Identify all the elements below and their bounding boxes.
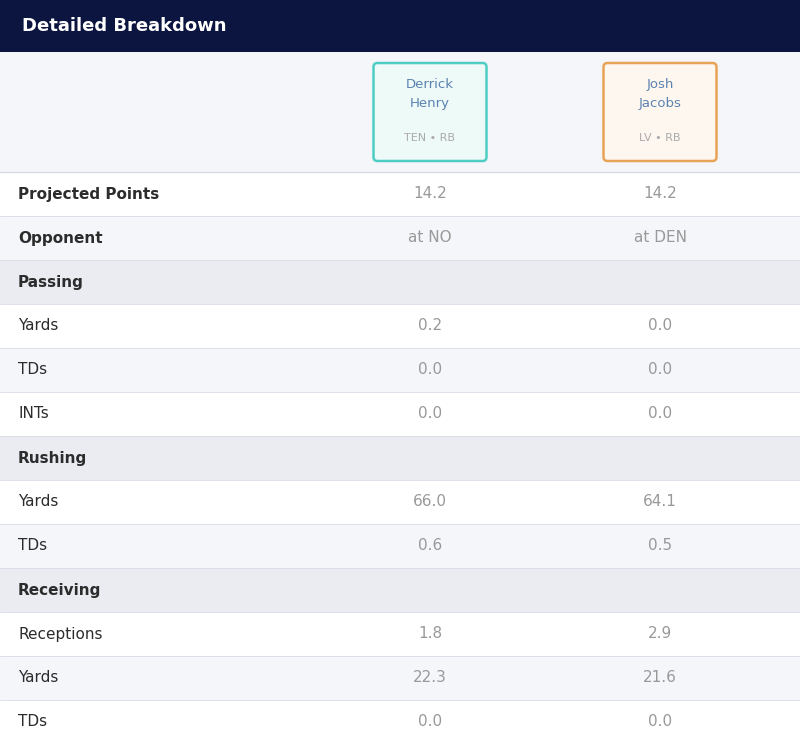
Bar (0, 436, 800, 480)
Bar (0, 392, 800, 436)
Text: at NO: at NO (408, 230, 452, 245)
Text: LV • RB: LV • RB (639, 133, 681, 143)
Bar (0, 304, 800, 348)
Text: 21.6: 21.6 (643, 670, 677, 686)
Bar (0, 568, 800, 612)
Text: Yards: Yards (18, 670, 58, 686)
Text: Receptions: Receptions (18, 626, 102, 641)
Text: Opponent: Opponent (18, 230, 102, 245)
Bar (0, 172, 800, 216)
Text: 1.8: 1.8 (418, 626, 442, 641)
Text: 0.6: 0.6 (418, 539, 442, 554)
Text: at DEN: at DEN (634, 230, 686, 245)
Text: 0.0: 0.0 (648, 319, 672, 334)
Text: 0.0: 0.0 (648, 363, 672, 377)
Bar (0, 52, 800, 172)
Text: 0.0: 0.0 (648, 406, 672, 421)
Text: 2.9: 2.9 (648, 626, 672, 641)
Bar (0, 612, 800, 656)
Text: Receiving: Receiving (18, 583, 102, 597)
Text: 66.0: 66.0 (413, 495, 447, 510)
Bar (0, 0, 800, 52)
Text: 0.5: 0.5 (648, 539, 672, 554)
Text: Detailed Breakdown: Detailed Breakdown (22, 17, 226, 35)
Text: Projected Points: Projected Points (18, 186, 159, 201)
Bar (0, 656, 800, 700)
FancyBboxPatch shape (374, 63, 486, 161)
Bar (0, 348, 800, 392)
Text: 0.0: 0.0 (418, 715, 442, 730)
Text: Yards: Yards (18, 495, 58, 510)
FancyBboxPatch shape (603, 63, 717, 161)
Text: 0.2: 0.2 (418, 319, 442, 334)
Text: 0.0: 0.0 (418, 406, 442, 421)
Text: Derrick
Henry: Derrick Henry (406, 78, 454, 110)
Text: Rushing: Rushing (18, 450, 87, 466)
Bar (0, 216, 800, 260)
Text: 64.1: 64.1 (643, 495, 677, 510)
Bar (0, 524, 800, 568)
Text: TDs: TDs (18, 363, 47, 377)
Text: 14.2: 14.2 (643, 186, 677, 201)
Text: TEN • RB: TEN • RB (405, 133, 455, 143)
Text: 22.3: 22.3 (413, 670, 447, 686)
Text: TDs: TDs (18, 715, 47, 730)
Text: 0.0: 0.0 (648, 715, 672, 730)
Text: Passing: Passing (18, 274, 84, 290)
Text: TDs: TDs (18, 539, 47, 554)
Text: INTs: INTs (18, 406, 49, 421)
Bar (0, 260, 800, 304)
Bar (0, 480, 800, 524)
Text: Yards: Yards (18, 319, 58, 334)
Text: 14.2: 14.2 (413, 186, 447, 201)
Text: 0.0: 0.0 (418, 363, 442, 377)
Bar (0, 700, 800, 743)
Text: Josh
Jacobs: Josh Jacobs (638, 78, 682, 110)
